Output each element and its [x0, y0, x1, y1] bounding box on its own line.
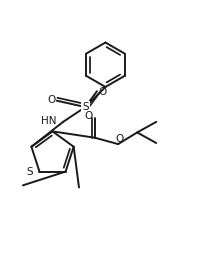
Text: HN: HN — [41, 116, 56, 126]
Text: O: O — [85, 111, 93, 121]
Text: S: S — [82, 102, 89, 112]
Text: S: S — [26, 167, 33, 176]
Text: O: O — [47, 95, 56, 105]
Text: O: O — [98, 87, 106, 97]
Text: O: O — [116, 134, 124, 144]
